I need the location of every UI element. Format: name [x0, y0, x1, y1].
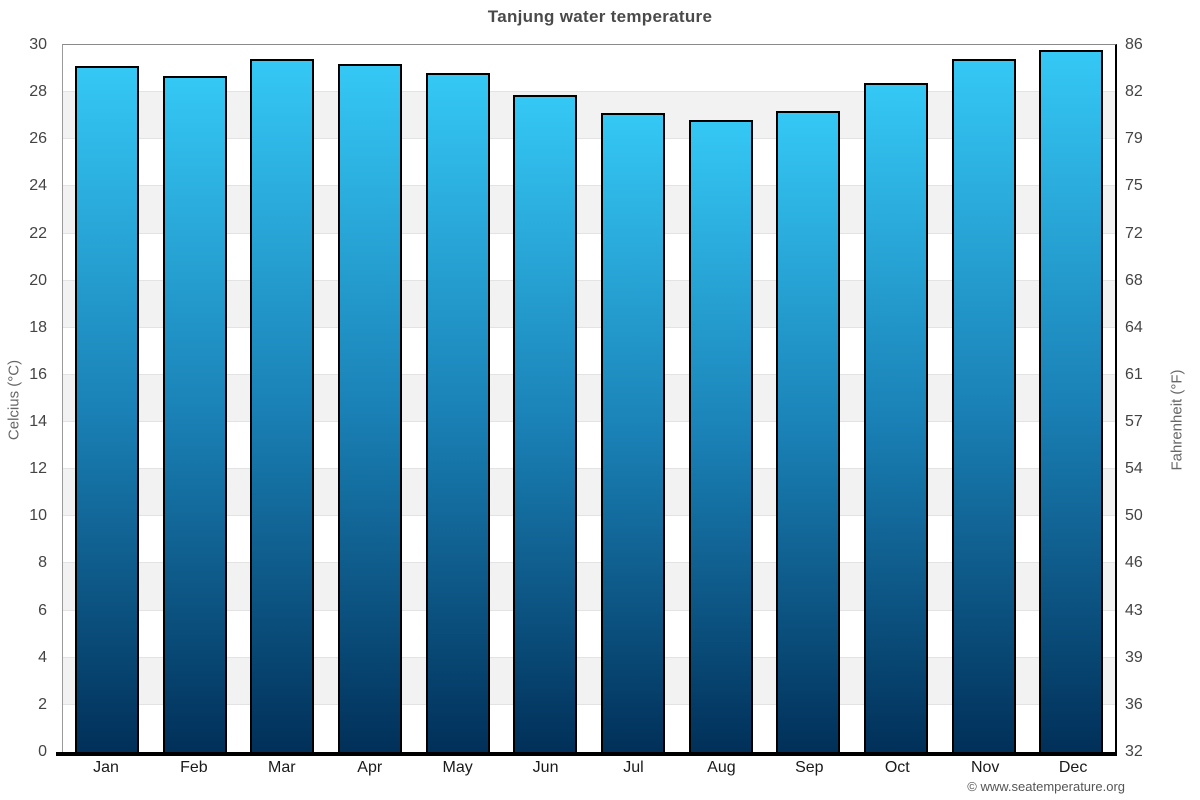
grid-band — [63, 704, 1115, 752]
month-label-nov: Nov — [970, 759, 1000, 776]
month-label-oct: Oct — [884, 759, 910, 776]
bar-jul — [600, 113, 665, 752]
grid-band — [63, 610, 1115, 658]
bar-slot-apr — [326, 45, 414, 752]
celsius-tick-2: 2 — [38, 695, 47, 713]
celsius-tick-14: 14 — [29, 413, 47, 431]
month-label-may: May — [442, 759, 473, 776]
grid-band — [63, 280, 1115, 328]
bar-slot-feb — [151, 45, 239, 752]
bar-slot-sep — [764, 45, 852, 752]
celsius-tick-8: 8 — [38, 554, 47, 572]
celsius-tick-18: 18 — [29, 318, 47, 336]
grid-band — [63, 422, 1115, 470]
grid-band — [63, 657, 1115, 705]
celsius-tick-24: 24 — [29, 177, 47, 195]
x-axis-line — [56, 752, 64, 756]
bar-slot-jun — [501, 45, 589, 752]
bar-dec — [1039, 49, 1104, 752]
celsius-tick-6: 6 — [38, 601, 47, 619]
bar-slot-aug — [677, 45, 765, 752]
month-label-apr: Apr — [357, 759, 383, 776]
bar-sep — [776, 111, 841, 752]
bar-nov — [951, 59, 1016, 752]
celsius-tick-28: 28 — [29, 83, 47, 101]
month-label-jan: Jan — [93, 759, 119, 776]
bar-slot-nov — [940, 45, 1028, 752]
footer-copyright-link[interactable]: © www.seatemperature.org — [967, 779, 1125, 794]
grid-band — [63, 233, 1115, 281]
month-labels: Jan Feb Mar Apr May Jun Jul Aug Sep Oct Nov Dec — [62, 759, 1117, 777]
bar-slot-dec — [1027, 45, 1115, 752]
month-label-dec: Dec — [1058, 759, 1088, 776]
celsius-tick-10: 10 — [29, 507, 47, 525]
month-label-sep: Sep — [795, 759, 824, 776]
fahrenheit-tick-79: 79 — [1125, 130, 1143, 148]
plot-area — [62, 44, 1117, 756]
month-label-jun: Jun — [532, 759, 559, 776]
grid-band — [63, 469, 1115, 517]
fahrenheit-tick-61: 61 — [1125, 365, 1143, 383]
fahrenheit-tick-57: 57 — [1125, 413, 1143, 431]
grid-bands — [63, 45, 1115, 752]
fahrenheit-tick-75: 75 — [1125, 177, 1143, 195]
grid-band — [63, 516, 1115, 564]
bar-slot-jan — [63, 45, 151, 752]
bar-apr — [337, 63, 402, 752]
fahrenheit-tick-86: 86 — [1125, 36, 1143, 53]
grid-band — [63, 374, 1115, 423]
bar-oct — [863, 82, 928, 752]
celsius-tick-16: 16 — [29, 365, 47, 383]
grid-band — [63, 327, 1115, 375]
grid-band — [63, 139, 1115, 187]
bar-aug — [688, 120, 753, 752]
fahrenheit-tick-72: 72 — [1125, 224, 1143, 242]
month-label-aug: Aug — [707, 759, 736, 776]
grid-band — [63, 45, 1115, 93]
bar-jun — [513, 94, 578, 752]
grid-band — [63, 563, 1115, 611]
fahrenheit-tick-54: 54 — [1125, 460, 1143, 478]
celsius-tick-20: 20 — [29, 271, 47, 289]
month-label-jul: Jul — [623, 759, 644, 776]
celsius-tick-26: 26 — [29, 130, 47, 148]
fahrenheit-tick-36: 36 — [1125, 695, 1143, 713]
bar-slot-mar — [238, 45, 326, 752]
chart-title: Tanjung water temperature — [487, 7, 713, 26]
celsius-tick-0: 0 — [38, 743, 47, 760]
grid-band — [63, 92, 1115, 140]
grid-band — [63, 186, 1115, 234]
fahrenheit-tick-43: 43 — [1125, 601, 1143, 619]
celsius-tick-12: 12 — [29, 460, 47, 478]
fahrenheit-tick-68: 68 — [1125, 271, 1143, 289]
celsius-axis-ticks: 30 28 26 24 22 20 18 16 14 12 10 8 6 4 2 0 — [0, 37, 54, 760]
bar-slot-jul — [589, 45, 677, 752]
fahrenheit-tick-64: 64 — [1125, 318, 1143, 336]
fahrenheit-tick-46: 46 — [1125, 554, 1143, 572]
bar-jan — [74, 66, 139, 752]
month-label-feb: Feb — [180, 759, 208, 776]
month-label-mar: Mar — [268, 759, 296, 776]
bar-feb — [162, 75, 227, 752]
bar-may — [425, 73, 490, 752]
bar-mar — [250, 59, 315, 752]
celsius-tick-30: 30 — [29, 36, 47, 53]
bars — [63, 45, 1115, 752]
bar-slot-may — [414, 45, 502, 752]
celsius-tick-22: 22 — [29, 224, 47, 242]
fahrenheit-tick-39: 39 — [1125, 648, 1143, 666]
fahrenheit-tick-50: 50 — [1125, 507, 1143, 525]
celsius-tick-4: 4 — [38, 648, 47, 666]
fahrenheit-tick-32: 32 — [1125, 743, 1143, 760]
fahrenheit-tick-82: 82 — [1125, 83, 1143, 101]
bar-slot-oct — [852, 45, 940, 752]
fahrenheit-axis-ticks: 86 82 79 75 72 68 64 61 57 54 50 46 43 39 36 32 — [1125, 37, 1185, 760]
